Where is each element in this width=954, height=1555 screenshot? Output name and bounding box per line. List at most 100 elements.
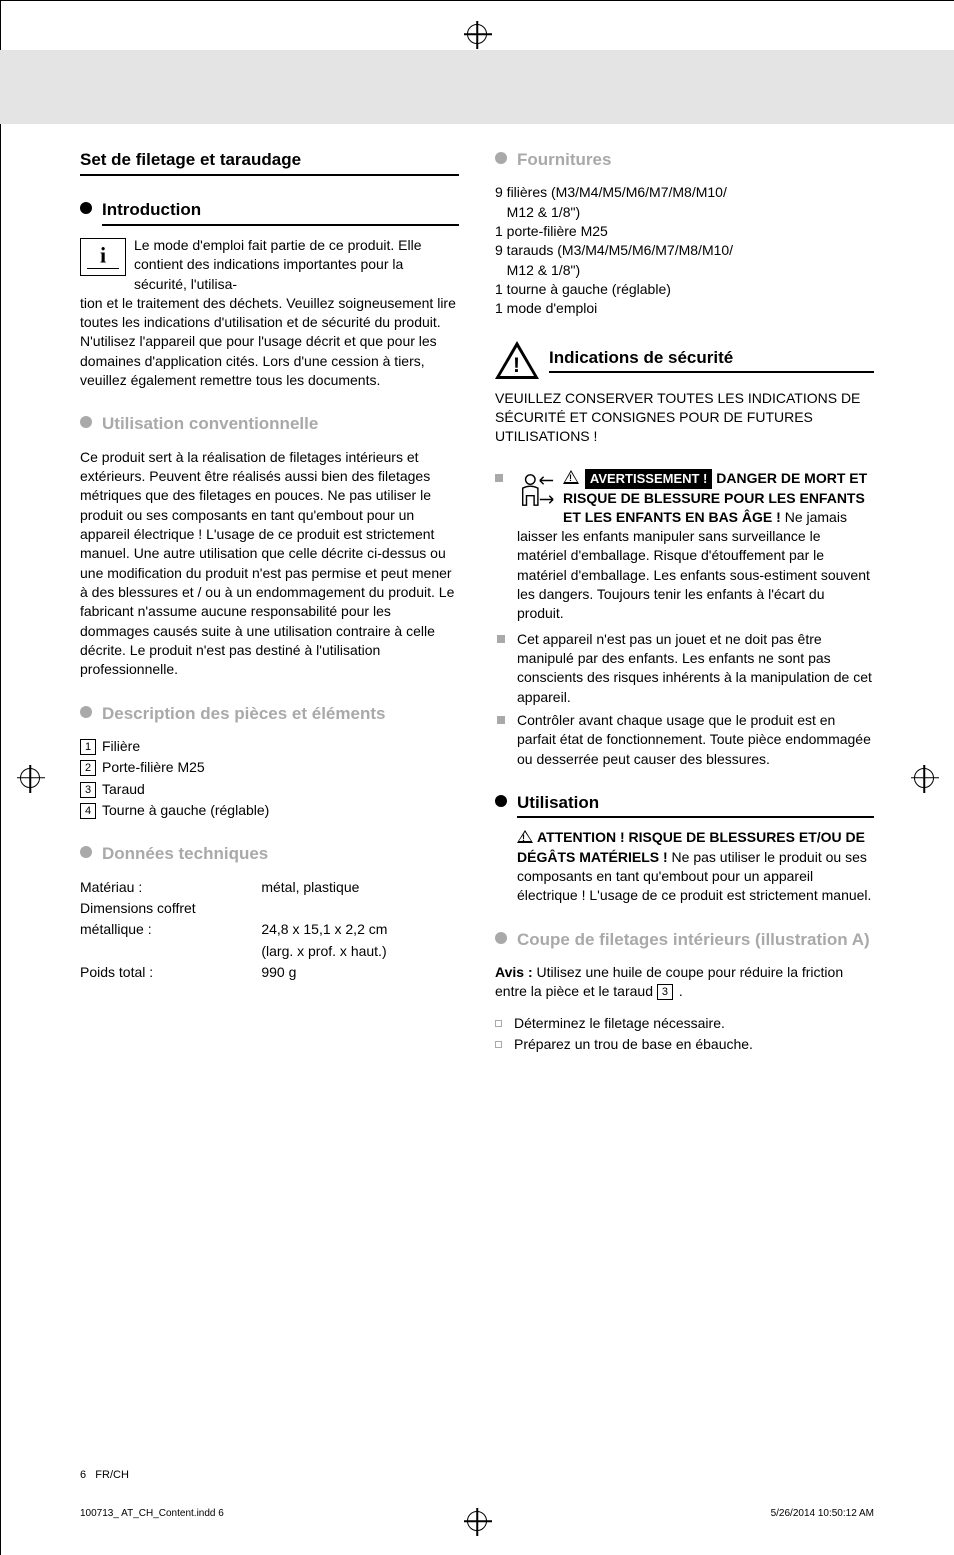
main-title: Set de filetage et taraudage: [80, 148, 459, 176]
part-label: Tourne à gauche (réglable): [102, 802, 269, 818]
part-label: Taraud: [102, 781, 145, 797]
danger-text: Ne jamais laisser les enfants manipuler …: [517, 509, 870, 622]
tech-key: Matériau :: [80, 878, 261, 899]
intro-text-part-b: tion et le traitement des déchets. Veuil…: [80, 294, 459, 391]
step-text: Déterminez le filetage nécessaire.: [514, 1015, 725, 1031]
steps-list: Déterminez le filetage nécessaire. Prépa…: [495, 1014, 874, 1055]
part-label: Filière: [102, 738, 140, 754]
list-item: M12 & 1/8"): [495, 203, 874, 222]
taraud-ref-box: 3: [657, 984, 673, 1000]
tech-table: Matériau :métal, plastique Dimensions co…: [80, 878, 459, 985]
safety-bullet-2: Cet appareil n'est pas un jouet et ne do…: [495, 630, 874, 707]
warning-small-icon: !: [563, 470, 579, 484]
intro-heading-text: Introduction: [102, 198, 459, 225]
table-row: Dimensions coffret: [80, 899, 459, 920]
tech-key: Poids total :: [80, 963, 261, 984]
safety-heading: ! Indications de sécurité: [495, 341, 874, 379]
coupe-heading: Coupe de filetages intérieurs (illustrat…: [495, 928, 874, 953]
tech-val: 24,8 x 15,1 x 2,2 cm: [261, 920, 459, 941]
list-item: 9 filières (M3/M4/M5/M6/M7/M8/M10/: [495, 183, 874, 202]
bullet-dot-icon: [80, 416, 92, 428]
tech-val: (larg. x prof. x haut.): [261, 942, 459, 963]
list-item: 1 porte-filière M25: [495, 222, 874, 241]
square-bullet-icon: [495, 474, 503, 482]
page-number: 6: [80, 1469, 86, 1481]
table-row: Matériau :métal, plastique: [80, 878, 459, 899]
safety-heading-text: Indications de sécurité: [549, 346, 874, 373]
part-label: Porte-filière M25: [102, 759, 205, 775]
parts-heading: Description des pièces et éléments: [80, 702, 459, 727]
tech-val: 990 g: [261, 963, 459, 984]
bullet-dot-icon: [80, 846, 92, 858]
supplies-list: 9 filières (M3/M4/M5/M6/M7/M8/M10/ M12 &…: [495, 183, 874, 318]
bullet-dot-icon: [495, 795, 507, 807]
use-heading-text: Utilisation conventionnelle: [102, 412, 459, 437]
utilisation-heading-text: Utilisation: [517, 791, 874, 818]
tech-key: métallique :: [80, 920, 261, 941]
coupe-heading-text: Coupe de filetages intérieurs (illustrat…: [517, 928, 874, 953]
tech-key: [80, 942, 261, 963]
hairline-left: [0, 0, 1, 1555]
page-lang: FR/CH: [95, 1469, 129, 1481]
use-heading: Utilisation conventionnelle: [80, 412, 459, 437]
list-item: 1 tourne à gauche (réglable): [495, 280, 874, 299]
part-number-box: 2: [80, 760, 96, 776]
bullet-dot-icon: [495, 932, 507, 944]
utilisation-heading: Utilisation: [495, 791, 874, 818]
part-number-box: 1: [80, 739, 96, 755]
list-item: 1 mode d'emploi: [495, 299, 874, 318]
bullet-dot-icon: [495, 152, 507, 164]
open-square-icon: [495, 1041, 502, 1048]
safety-caps-text: VEUILLEZ CONSERVER TOUTES LES INDICATION…: [495, 389, 874, 447]
safety-bullet-3: Contrôler avant chaque usage que le prod…: [495, 711, 874, 769]
table-row: (larg. x prof. x haut.): [80, 942, 459, 963]
registration-mark-left: [20, 768, 40, 788]
footer-page-info: 6 FR/CH: [80, 1469, 129, 1481]
part-number-box: 4: [80, 803, 96, 819]
fournitures-heading-text: Fournitures: [517, 148, 874, 173]
list-item: 1 Filière: [80, 737, 459, 756]
registration-mark-top: [467, 24, 487, 44]
step-text: Préparez un trou de base en ébauche.: [514, 1036, 753, 1052]
bullet-dot-icon: [80, 706, 92, 718]
left-column: Set de filetage et taraudage Introductio…: [80, 88, 459, 1435]
tech-key: Dimensions coffret: [80, 899, 261, 920]
registration-mark-right: [914, 768, 934, 788]
tech-heading: Données techniques: [80, 842, 459, 867]
safety-bullet-1: ! AVERTISSEMENT ! DANGER DE MORT ET RISQ…: [495, 469, 874, 624]
part-number-box: 3: [80, 782, 96, 798]
avertissement-badge: AVERTISSEMENT !: [585, 469, 713, 489]
warning-small-icon: !: [517, 830, 533, 843]
attention-block: !ATTENTION ! RISQUE DE BLESSURES ET/OU D…: [495, 828, 874, 905]
footer-timestamp: 5/26/2014 10:50:12 AM: [771, 1508, 874, 1519]
fournitures-heading: Fournitures: [495, 148, 874, 173]
avis-bold: Avis :: [495, 964, 533, 980]
hairline-top: [0, 0, 954, 1]
avis-b: .: [679, 983, 683, 999]
page-content: Set de filetage et taraudage Introductio…: [80, 88, 874, 1435]
table-row: métallique :24,8 x 15,1 x 2,2 cm: [80, 920, 459, 941]
child-hazard-icon: [517, 471, 555, 509]
list-item: 3 Taraud: [80, 780, 459, 799]
intro-heading: Introduction: [80, 198, 459, 225]
use-text: Ce produit sert à la réalisation de file…: [80, 448, 459, 680]
step-item: Préparez un trou de base en ébauche.: [495, 1035, 874, 1054]
step-item: Déterminez le filetage nécessaire.: [495, 1014, 874, 1033]
warning-triangle-icon: !: [495, 341, 539, 379]
tech-heading-text: Données techniques: [102, 842, 459, 867]
right-column: Fournitures 9 filières (M3/M4/M5/M6/M7/M…: [495, 88, 874, 1435]
footer-filename: 100713_ AT_CH_Content.indd 6: [80, 1508, 224, 1519]
list-item: 9 tarauds (M3/M4/M5/M6/M7/M8/M10/: [495, 241, 874, 260]
table-row: Poids total :990 g: [80, 963, 459, 984]
tech-val: [261, 899, 459, 920]
avis-text: Avis : Utilisez une huile de coupe pour …: [495, 963, 874, 1002]
open-square-icon: [495, 1020, 502, 1027]
list-item: 4 Tourne à gauche (réglable): [80, 801, 459, 820]
list-item: M12 & 1/8"): [495, 261, 874, 280]
parts-list: 1 Filière 2 Porte-filière M25 3 Taraud 4 Tou…: [80, 737, 459, 820]
manual-book-icon: i: [80, 238, 126, 276]
list-item: 2 Porte-filière M25: [80, 758, 459, 777]
tech-val: métal, plastique: [261, 878, 459, 899]
intro-text-part-a: Le mode d'emploi fait partie de ce produ…: [134, 237, 422, 292]
parts-heading-text: Description des pièces et éléments: [102, 702, 459, 727]
